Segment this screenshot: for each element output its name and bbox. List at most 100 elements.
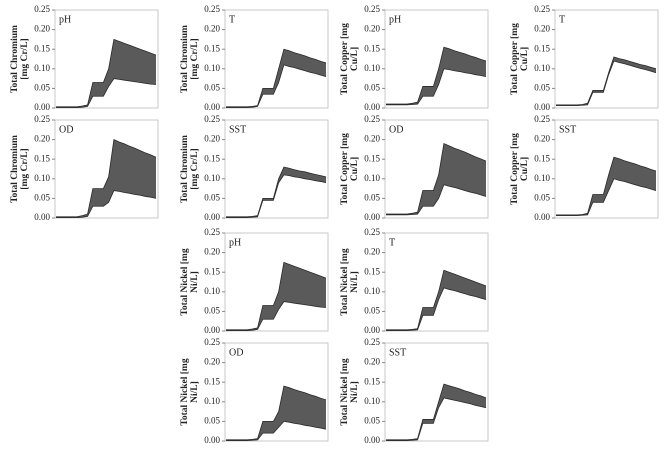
y-tick-label: 0.20 <box>364 357 380 367</box>
y-tick-label: 0.00 <box>204 212 220 222</box>
y-tick-label: 0.00 <box>34 102 50 112</box>
band-edge <box>556 156 657 216</box>
panel-label: SST <box>389 347 406 358</box>
y-tick-label: 0.10 <box>204 63 220 73</box>
panel-label: OD <box>389 124 403 135</box>
y-tick-label: 0.00 <box>364 435 380 445</box>
y-tick-label: 0.05 <box>204 82 220 92</box>
band-edge <box>226 48 327 108</box>
y-tick-label: 0.10 <box>204 396 220 406</box>
y-tick-label: 0.05 <box>364 192 380 202</box>
y-axis-label: Cu/L] <box>520 47 530 71</box>
y-tick-label: 0.20 <box>34 24 50 34</box>
band-edge <box>226 174 327 219</box>
panel-label: SST <box>559 124 576 135</box>
y-tick-label: 0.20 <box>364 134 380 144</box>
y-tick-label: 0.00 <box>34 212 50 222</box>
y-tick-label: 0.05 <box>34 82 50 92</box>
panel-label: OD <box>59 124 73 135</box>
band-area <box>386 384 486 441</box>
y-tick-label: 0.10 <box>34 63 50 73</box>
y-tick-label: 0.10 <box>204 286 220 296</box>
y-tick-label: 0.25 <box>204 337 220 347</box>
y-tick-label: 0.20 <box>364 247 380 257</box>
plot-frame <box>384 9 489 109</box>
y-axis-label: Cu/L] <box>520 157 530 181</box>
band-edge <box>386 287 487 332</box>
y-tick-label: 0.25 <box>204 114 220 124</box>
band-edge <box>226 420 327 442</box>
band-edge <box>556 178 657 217</box>
band-area <box>56 39 156 108</box>
band-area <box>386 47 486 105</box>
y-tick-label: 0.10 <box>534 63 550 73</box>
band-edge <box>226 261 327 331</box>
y-tick-label: 0.00 <box>204 102 220 112</box>
y-axis-label: Total Nickel [mg <box>180 358 190 425</box>
y-tick-label: 0.10 <box>364 396 380 406</box>
band-edge <box>386 184 487 216</box>
y-tick-label: 0.15 <box>364 376 380 386</box>
panel-label: OD <box>229 347 243 358</box>
y-tick-label: 0.15 <box>204 43 220 53</box>
panel-label: pH <box>59 14 71 25</box>
y-tick-label: 0.15 <box>34 43 50 53</box>
band-edge <box>226 64 327 109</box>
y-tick-label: 0.05 <box>364 415 380 425</box>
band-edge <box>386 46 487 105</box>
y-axis-label: Total Chromium <box>10 25 20 93</box>
y-axis-label: [mg Cr/L] <box>20 148 30 189</box>
band-area <box>386 143 486 215</box>
band-edge <box>56 139 157 218</box>
y-tick-label: 0.25 <box>364 4 380 14</box>
band-edge <box>556 56 657 106</box>
band-edge <box>386 68 487 106</box>
y-tick-label: 0.05 <box>204 305 220 315</box>
y-tick-label: 0.10 <box>364 286 380 296</box>
y-tick-label: 0.20 <box>204 247 220 257</box>
y-tick-label: 0.15 <box>204 376 220 386</box>
y-tick-label: 0.25 <box>34 4 50 14</box>
y-tick-label: 0.05 <box>364 82 380 92</box>
band-edge <box>556 60 657 107</box>
band-edge <box>226 301 327 332</box>
y-tick-label: 0.25 <box>34 114 50 124</box>
y-axis-label: Total Chromium <box>180 135 190 203</box>
band-area <box>226 386 326 441</box>
y-tick-label: 0.25 <box>534 4 550 14</box>
band-area <box>56 139 156 218</box>
y-tick-label: 0.05 <box>204 192 220 202</box>
y-tick-label: 0.10 <box>534 173 550 183</box>
panel-label: SST <box>229 124 246 135</box>
y-tick-label: 0.25 <box>204 227 220 237</box>
band-edge <box>56 78 157 109</box>
y-axis-label: Total Nickel [mg <box>180 248 190 315</box>
y-tick-label: 0.15 <box>204 153 220 163</box>
panel-label: T <box>229 14 235 25</box>
y-tick-label: 0.15 <box>364 153 380 163</box>
band-area <box>556 157 656 216</box>
y-axis-label: Cu/L] <box>350 47 360 71</box>
band-edge <box>226 385 327 441</box>
y-tick-label: 0.15 <box>34 153 50 163</box>
plot-frame <box>384 342 489 442</box>
y-tick-label: 0.15 <box>364 266 380 276</box>
y-axis-label: Total Copper [mg <box>510 23 520 95</box>
y-tick-label: 0.00 <box>204 325 220 335</box>
band-edge <box>386 397 487 442</box>
y-tick-label: 0.15 <box>534 153 550 163</box>
panel-label: pH <box>389 14 401 25</box>
y-tick-label: 0.20 <box>204 357 220 367</box>
panel-label: pH <box>229 237 241 248</box>
band-edge <box>386 142 487 215</box>
band-edge <box>56 190 157 219</box>
y-axis-label: Ni/L] <box>190 381 200 403</box>
y-tick-label: 0.20 <box>534 24 550 34</box>
y-tick-label: 0.00 <box>364 325 380 335</box>
y-tick-label: 0.05 <box>534 82 550 92</box>
y-tick-label: 0.10 <box>204 173 220 183</box>
y-tick-label: 0.10 <box>364 63 380 73</box>
y-tick-label: 0.15 <box>204 266 220 276</box>
band-edge <box>386 269 487 331</box>
